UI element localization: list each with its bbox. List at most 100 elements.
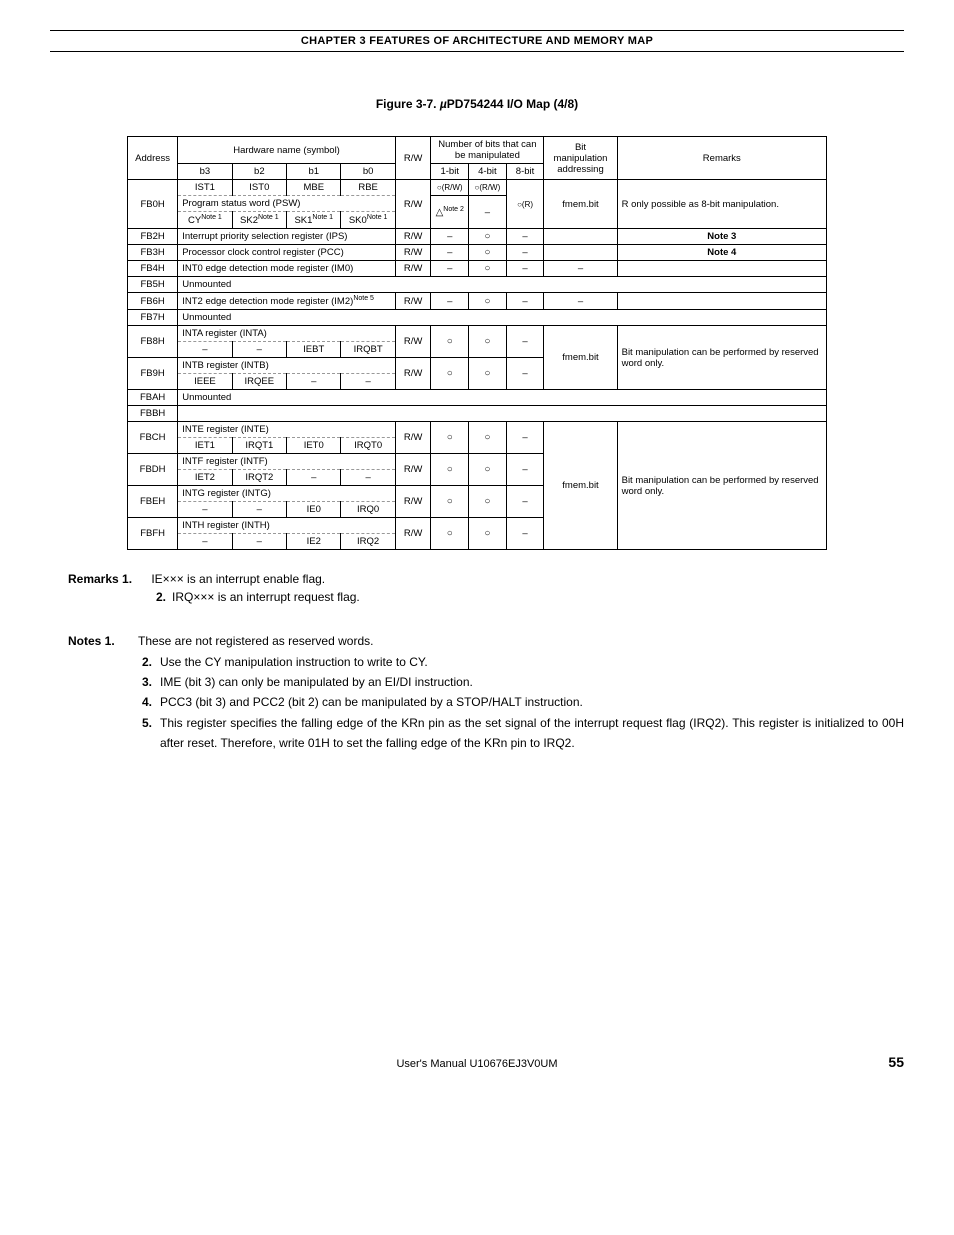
fb8h-4bit bbox=[469, 326, 507, 358]
fb0h-psw: Program status word (PSW) bbox=[178, 196, 396, 212]
hdr-bits: Number of bits that can be manipulated bbox=[431, 137, 544, 164]
fb0h-b3-bot: CYNote 1 bbox=[178, 212, 232, 229]
fbch-8bit bbox=[506, 422, 544, 454]
addr-fbbh: FBBH bbox=[128, 406, 178, 422]
addr-fb3h: FB3H bbox=[128, 245, 178, 261]
hdr-b1: b1 bbox=[287, 164, 341, 180]
fbeh-1bit bbox=[431, 486, 469, 518]
note-4-num: 4. bbox=[138, 692, 160, 712]
fbfh-b3: – bbox=[178, 534, 232, 550]
fb9h-b1: – bbox=[287, 374, 341, 390]
row-fb6h: FB6H INT2 edge detection mode register (… bbox=[128, 293, 827, 310]
fb9h-4bit bbox=[469, 358, 507, 390]
fbdh-b0: – bbox=[341, 470, 395, 486]
addr-fbah: FBAH bbox=[128, 390, 178, 406]
fb0h-1bit-top: ○(R/W) bbox=[431, 180, 469, 196]
fb9h-8bit bbox=[506, 358, 544, 390]
fbch-rw: R/W bbox=[395, 422, 431, 454]
row-fbbh: FBBH bbox=[128, 406, 827, 422]
fbch-title: INTE register (INTE) bbox=[178, 422, 396, 438]
fbch-4bit bbox=[469, 422, 507, 454]
fbdh-b3: IET2 bbox=[178, 470, 232, 486]
fb3h-8bit bbox=[506, 245, 544, 261]
fb4h-bm bbox=[544, 261, 617, 277]
fb2h-rem: Note 3 bbox=[617, 229, 826, 245]
addr-fb0h: FB0H bbox=[128, 180, 178, 229]
fb4h-1bit bbox=[431, 261, 469, 277]
hdr-remarks: Remarks bbox=[617, 137, 826, 180]
hdr-hardware: Hardware name (symbol) bbox=[178, 137, 396, 164]
addr-fbch: FBCH bbox=[128, 422, 178, 454]
remarks-block: Remarks 1. IE××× is an interrupt enable … bbox=[68, 570, 904, 606]
fbfh-b1: IE2 bbox=[287, 534, 341, 550]
mu-symbol: µ bbox=[440, 97, 447, 111]
fbfh-1bit bbox=[431, 518, 469, 550]
fbch-b3: IET1 bbox=[178, 438, 232, 454]
addr-fbeh: FBEH bbox=[128, 486, 178, 518]
fbah-hw: Unmounted bbox=[178, 390, 827, 406]
fb4h-hw: INT0 edge detection mode register (IM0) bbox=[178, 261, 396, 277]
fbch-bm: fmem.bit bbox=[544, 422, 617, 550]
page-footer: User's Manual U10676EJ3V0UM 55 bbox=[50, 1054, 904, 1070]
row-fbch-title: FBCH INTE register (INTE) R/W fmem.bit B… bbox=[128, 422, 827, 438]
fbdh-b1: – bbox=[287, 470, 341, 486]
fb6h-bm bbox=[544, 293, 617, 310]
fbbh-hw bbox=[178, 406, 827, 422]
fb8h-1bit bbox=[431, 326, 469, 358]
fbeh-b0: IRQ0 bbox=[341, 502, 395, 518]
addr-fbfh: FBFH bbox=[128, 518, 178, 550]
fb4h-rem bbox=[617, 261, 826, 277]
fb3h-4bit bbox=[469, 245, 507, 261]
fb2h-rw: R/W bbox=[395, 229, 431, 245]
fb2h-1bit bbox=[431, 229, 469, 245]
hdr-address: Address bbox=[128, 137, 178, 180]
addr-fb6h: FB6H bbox=[128, 293, 178, 310]
hdr-rw: R/W bbox=[395, 137, 431, 180]
fb6h-8bit bbox=[506, 293, 544, 310]
fb0h-4bit-top: ○(R/W) bbox=[469, 180, 507, 196]
remarks-label: Remarks 1. bbox=[68, 570, 148, 588]
fb2h-8bit bbox=[506, 229, 544, 245]
row-fb5h: FB5H Unmounted bbox=[128, 277, 827, 293]
fb0h-4bit-bot bbox=[469, 196, 507, 229]
fb4h-4bit bbox=[469, 261, 507, 277]
fbfh-b2: – bbox=[232, 534, 286, 550]
fb0h-bm: fmem.bit bbox=[544, 180, 617, 229]
fbeh-b2: – bbox=[232, 502, 286, 518]
fbfh-rw: R/W bbox=[395, 518, 431, 550]
addr-fbdh: FBDH bbox=[128, 454, 178, 486]
fbdh-4bit bbox=[469, 454, 507, 486]
fbch-1bit bbox=[431, 422, 469, 454]
fb8h-bm: fmem.bit bbox=[544, 326, 617, 390]
hdr-4bit: 4-bit bbox=[469, 164, 507, 180]
figure-title-prefix: Figure 3-7. bbox=[376, 97, 440, 111]
fb9h-b3: IEEE bbox=[178, 374, 232, 390]
fb4h-rw: R/W bbox=[395, 261, 431, 277]
figure-title: Figure 3-7. µPD754244 I/O Map (4/8) bbox=[50, 97, 904, 111]
fb8h-title: INTA register (INTA) bbox=[178, 326, 396, 342]
remark-2: IRQ××× is an interrupt request flag. bbox=[172, 590, 360, 604]
addr-fb7h: FB7H bbox=[128, 310, 178, 326]
fbeh-rw: R/W bbox=[395, 486, 431, 518]
note-1: These are not registered as reserved wor… bbox=[138, 631, 904, 651]
notes-block: Notes 1.These are not registered as rese… bbox=[68, 631, 904, 753]
io-map-table: Address Hardware name (symbol) R/W Numbe… bbox=[127, 136, 827, 550]
fbfh-4bit bbox=[469, 518, 507, 550]
fb6h-rw: R/W bbox=[395, 293, 431, 310]
chapter-header: CHAPTER 3 FEATURES OF ARCHITECTURE AND M… bbox=[50, 30, 904, 52]
fb0h-b3-top: IST1 bbox=[178, 180, 232, 196]
row-fb4h: FB4H INT0 edge detection mode register (… bbox=[128, 261, 827, 277]
remark-2-num: 2. bbox=[148, 588, 166, 606]
fb8h-b3: – bbox=[178, 342, 232, 358]
fb0h-b2-top: IST0 bbox=[232, 180, 286, 196]
addr-fb4h: FB4H bbox=[128, 261, 178, 277]
addr-fb9h: FB9H bbox=[128, 358, 178, 390]
hdr-8bit: 8-bit bbox=[506, 164, 544, 180]
hdr-b3: b3 bbox=[178, 164, 232, 180]
remark-1: IE××× is an interrupt enable flag. bbox=[151, 572, 325, 586]
fb0h-b2-bot: SK2Note 1 bbox=[232, 212, 286, 229]
row-fb7h: FB7H Unmounted bbox=[128, 310, 827, 326]
fbeh-8bit bbox=[506, 486, 544, 518]
fb8h-8bit bbox=[506, 326, 544, 358]
note-2-num: 2. bbox=[138, 652, 160, 672]
